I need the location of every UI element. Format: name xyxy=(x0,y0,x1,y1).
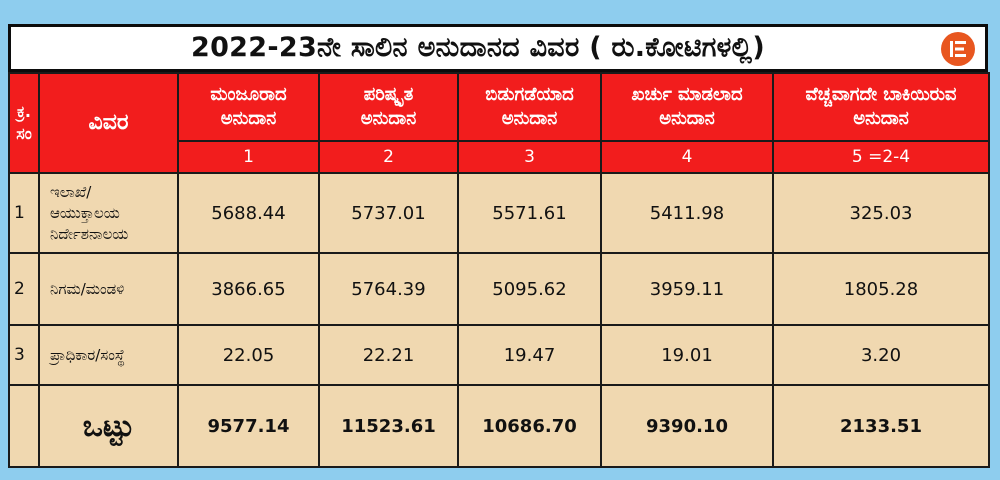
header-released: ಬಿಡುಗಡೆಯಾದ ಅನುದಾನ xyxy=(457,72,602,142)
title-bar: 2022-23ನೇ ಸಾಲಿನ ಅನುದಾನದ ವಿವರ ( ರು.ಕೋಟಿಗಳ… xyxy=(8,24,988,72)
column-number: 2 xyxy=(318,140,459,174)
cell-sanctioned: 5688.44 xyxy=(177,172,320,254)
header-unspent: ವೆಚ್ಚವಾಗದೇ ಬಾಕಿಯಿರುವ ಅನುದಾನ xyxy=(772,72,990,142)
table-row: 3 ಪ್ರಾಧಿಕಾರ/ಸಂಸ್ಥೆ 22.05 22.21 19.47 19.… xyxy=(8,324,990,386)
cell-sanctioned: 3866.65 xyxy=(177,252,320,326)
cell-unspent: 325.03 xyxy=(772,172,990,254)
cell-released: 5095.62 xyxy=(457,252,602,326)
column-number: 3 xyxy=(457,140,602,174)
row-serial: 3 xyxy=(8,324,40,386)
cell-spent: 3959.11 xyxy=(600,252,774,326)
column-number: 4 xyxy=(600,140,774,174)
cell-revised: 5764.39 xyxy=(318,252,459,326)
table-row: 2 ನಿಗಮ/ಮಂಡಳಿ 3866.65 5764.39 5095.62 395… xyxy=(8,252,990,326)
header-spent: ಖರ್ಚು ಮಾಡಲಾದ ಅನುದಾನ xyxy=(600,72,774,142)
cell-spent: 5411.98 xyxy=(600,172,774,254)
cell-released: 5571.61 xyxy=(457,172,602,254)
row-label: ನಿಗಮ/ಮಂಡಳಿ xyxy=(38,252,179,326)
header-sanctioned: ಮಂಜೂರಾದ ಅನುದಾನ xyxy=(177,72,320,142)
header-revised: ಪರಿಷ್ಕೃತ ಅನುದಾನ xyxy=(318,72,459,142)
cell-unspent: 3.20 xyxy=(772,324,990,386)
grant-table: ಕ್ರ. ಸಂ ವಿವರ ಮಂಜೂರಾದ ಅನುದಾನ ಪರಿಷ್ಕೃತ ಅನು… xyxy=(8,72,990,468)
cell-unspent: 1805.28 xyxy=(772,252,990,326)
column-number-row: 1 2 3 4 5 =2-4 xyxy=(9,140,990,174)
total-serial xyxy=(8,384,40,468)
header-detail: ವಿವರ xyxy=(38,72,179,174)
cell-sanctioned: 22.05 xyxy=(177,324,320,386)
cell-released: 19.47 xyxy=(457,324,602,386)
row-label: ಪ್ರಾಧಿಕಾರ/ಸಂಸ್ಥೆ xyxy=(38,324,179,386)
cell-spent: 19.01 xyxy=(600,324,774,386)
header-serial: ಕ್ರ. ಸಂ xyxy=(8,72,40,174)
column-number: 5 =2-4 xyxy=(772,140,990,174)
cell-revised: 22.21 xyxy=(318,324,459,386)
header-row: ಕ್ರ. ಸಂ ವಿವರ ಮಂಜೂರಾದ ಅನುದಾನ ಪರಿಷ್ಕೃತ ಅನು… xyxy=(8,72,990,174)
row-serial: 2 xyxy=(8,252,40,326)
total-unspent: 2133.51 xyxy=(772,384,990,468)
total-spent: 9390.10 xyxy=(600,384,774,468)
row-serial: 1 xyxy=(8,172,40,254)
cell-revised: 5737.01 xyxy=(318,172,459,254)
total-label: ಒಟ್ಟು xyxy=(38,384,179,468)
page-title: 2022-23ನೇ ಸಾಲಿನ ಅನುದಾನದ ವಿವರ ( ರು.ಕೋಟಿಗಳ… xyxy=(191,32,765,63)
total-row: ಒಟ್ಟು 9577.14 11523.61 10686.70 9390.10 … xyxy=(8,384,990,468)
table-row: 1 ಇಲಾಖೆ/ ಆಯುಕ್ತಾಲಯ ನಿರ್ದೇಶನಾಲಯ 5688.44 5… xyxy=(8,172,990,254)
total-released: 10686.70 xyxy=(457,384,602,468)
row-label: ಇಲಾಖೆ/ ಆಯುಕ್ತಾಲಯ ನಿರ್ದೇಶನಾಲಯ xyxy=(38,172,179,254)
total-sanctioned: 9577.14 xyxy=(177,384,320,468)
column-number: 1 xyxy=(177,140,320,174)
document-lines-icon xyxy=(950,41,966,57)
brand-logo xyxy=(941,32,975,66)
total-revised: 11523.61 xyxy=(318,384,459,468)
